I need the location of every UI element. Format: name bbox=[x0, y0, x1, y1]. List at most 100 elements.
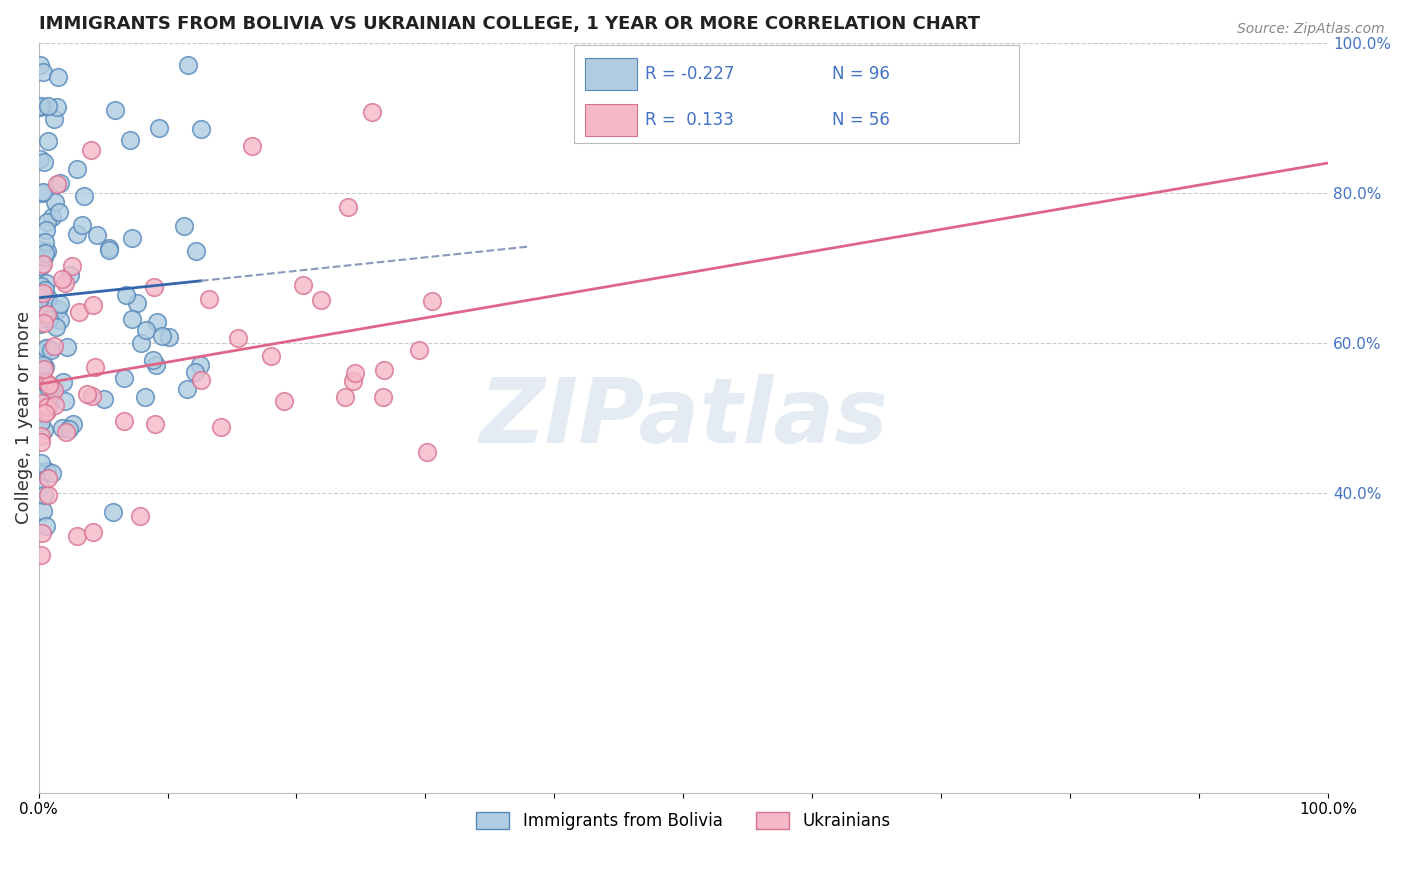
Point bbox=[209, 420, 232, 434]
Point bbox=[28, 292, 51, 306]
Point bbox=[28, 480, 51, 494]
Point bbox=[44, 398, 66, 412]
Point bbox=[39, 343, 62, 358]
Point bbox=[129, 508, 152, 523]
Point bbox=[31, 525, 53, 540]
Point bbox=[260, 349, 283, 363]
Point bbox=[121, 231, 143, 245]
Point bbox=[45, 319, 67, 334]
Point bbox=[28, 317, 51, 331]
Point bbox=[145, 358, 167, 372]
Point bbox=[80, 389, 103, 403]
Point bbox=[135, 322, 157, 336]
Point bbox=[32, 358, 55, 372]
Point bbox=[37, 291, 59, 305]
Point bbox=[34, 406, 56, 420]
Point bbox=[51, 375, 73, 389]
Point bbox=[35, 277, 58, 291]
Text: N = 56: N = 56 bbox=[832, 111, 890, 128]
Point bbox=[127, 296, 149, 310]
Point bbox=[67, 305, 90, 319]
Point bbox=[41, 466, 63, 480]
Point bbox=[184, 365, 207, 379]
Point bbox=[76, 387, 98, 401]
Point bbox=[143, 280, 166, 294]
Point bbox=[30, 429, 52, 443]
Point bbox=[143, 417, 166, 431]
Point bbox=[46, 100, 69, 114]
Point bbox=[35, 464, 58, 478]
Point bbox=[30, 456, 52, 470]
Point bbox=[337, 200, 360, 214]
Point bbox=[39, 392, 62, 406]
Point bbox=[121, 312, 143, 326]
Point bbox=[342, 374, 364, 388]
Point bbox=[46, 177, 69, 191]
Point bbox=[150, 328, 173, 343]
Point bbox=[42, 339, 65, 353]
Point bbox=[51, 272, 73, 286]
Point bbox=[177, 58, 200, 72]
Point bbox=[62, 417, 84, 431]
Point bbox=[309, 293, 332, 307]
Point bbox=[190, 121, 212, 136]
Point bbox=[188, 358, 211, 372]
Point bbox=[32, 316, 55, 330]
Point bbox=[148, 120, 170, 135]
Point bbox=[37, 379, 59, 393]
Point bbox=[93, 392, 115, 406]
Point bbox=[97, 243, 120, 257]
Point bbox=[41, 211, 63, 225]
Point bbox=[343, 366, 366, 380]
Point bbox=[35, 341, 58, 355]
Point bbox=[30, 259, 52, 273]
Point bbox=[44, 195, 66, 210]
Point bbox=[44, 112, 66, 127]
Point bbox=[51, 421, 73, 435]
Y-axis label: College, 1 year or more: College, 1 year or more bbox=[15, 311, 32, 524]
Point bbox=[34, 246, 56, 260]
Point bbox=[30, 278, 52, 293]
Point bbox=[129, 335, 152, 350]
Point bbox=[173, 219, 195, 233]
Point bbox=[240, 139, 263, 153]
Text: IMMIGRANTS FROM BOLIVIA VS UKRAINIAN COLLEGE, 1 YEAR OR MORE CORRELATION CHART: IMMIGRANTS FROM BOLIVIA VS UKRAINIAN COL… bbox=[38, 15, 980, 33]
Point bbox=[98, 241, 121, 255]
Point bbox=[32, 154, 55, 169]
Point bbox=[134, 390, 156, 404]
FancyBboxPatch shape bbox=[585, 103, 637, 136]
Point bbox=[371, 390, 394, 404]
Point bbox=[82, 525, 104, 540]
Point bbox=[82, 298, 104, 312]
Point bbox=[86, 228, 108, 243]
Point bbox=[28, 58, 51, 72]
Point bbox=[30, 244, 52, 258]
Point bbox=[157, 329, 180, 343]
Point bbox=[420, 293, 443, 308]
Point bbox=[37, 471, 59, 485]
Point bbox=[31, 396, 53, 410]
Point bbox=[37, 134, 59, 148]
Text: R =  0.133: R = 0.133 bbox=[645, 111, 734, 128]
Point bbox=[32, 487, 55, 501]
Point bbox=[186, 244, 208, 258]
Point bbox=[190, 373, 212, 387]
Point bbox=[408, 343, 430, 358]
FancyBboxPatch shape bbox=[585, 58, 637, 90]
Point bbox=[34, 250, 56, 264]
Point bbox=[80, 143, 103, 157]
Point bbox=[32, 303, 55, 318]
Point bbox=[35, 223, 58, 237]
Point bbox=[361, 105, 384, 120]
Point bbox=[37, 244, 59, 259]
Point bbox=[335, 391, 357, 405]
Point bbox=[28, 152, 51, 166]
Point bbox=[112, 370, 135, 384]
Point bbox=[49, 176, 72, 190]
Point bbox=[32, 65, 55, 79]
Point bbox=[48, 204, 70, 219]
Text: N = 96: N = 96 bbox=[832, 65, 890, 83]
Point bbox=[35, 404, 58, 418]
Point bbox=[197, 292, 219, 306]
Point bbox=[34, 359, 56, 374]
